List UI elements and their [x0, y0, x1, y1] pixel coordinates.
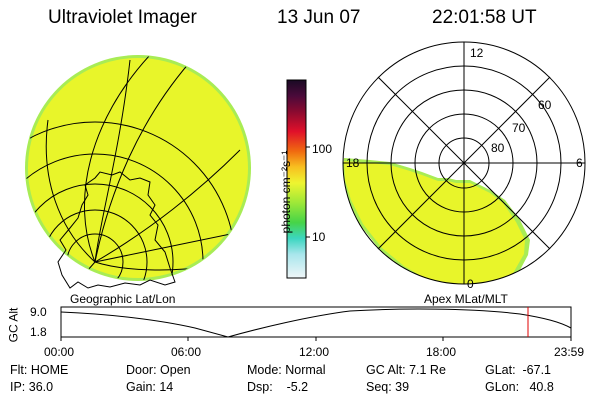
mlat-label-80: 80 [491, 141, 505, 155]
altitude-plot [60, 306, 572, 341]
meridian [45, 119, 96, 263]
info-mode: Mode: Normal [247, 363, 326, 377]
meridian [54, 261, 96, 280]
info-glat: GLat: -67.1 [485, 363, 552, 377]
colorbar-tick-10: 10 [312, 230, 326, 244]
mlt-line [377, 76, 551, 250]
apex-label: Apex MLat/MLT [424, 292, 508, 306]
coastline [57, 171, 176, 289]
xtick-0600: 06:00 [171, 345, 202, 359]
colorbar-tick-100: 100 [312, 142, 333, 156]
altitude-ylabel: GC Alt [6, 307, 21, 343]
meridian [94, 61, 191, 263]
info-ip: IP: 36.0 [10, 380, 54, 394]
info-seq: Seq: 39 [366, 380, 410, 394]
mlat-label-70: 70 [512, 121, 526, 135]
colorbar-unit-label: photon cm⁻²s⁻¹ [279, 150, 293, 234]
info-gain: Gain: 14 [126, 380, 174, 394]
xtick-2359: 23:59 [554, 345, 585, 359]
meridian [94, 149, 241, 263]
latitude-circle [26, 183, 174, 280]
emission-region [344, 161, 525, 284]
mlt-label-12: 12 [470, 46, 484, 60]
emission-disk [28, 58, 248, 278]
mlt-label-18: 18 [346, 156, 360, 170]
mlat-label-60: 60 [538, 98, 552, 112]
xtick-0000: 00:00 [44, 345, 75, 359]
altitude-ytick-high: 9.0 [30, 305, 47, 319]
info-gcalt: GC Alt: 7.1 Re [366, 363, 446, 377]
colorbar-gradient [286, 79, 307, 279]
meridian [94, 229, 250, 263]
mlt-label-0: 0 [467, 277, 474, 291]
geographic-label: Geographic Lat/Lon [70, 292, 176, 306]
meridian [84, 56, 151, 263]
colorbar [286, 79, 310, 279]
info-flt: Flt: HOME [10, 363, 69, 377]
date-label: 13 Jun 07 [277, 7, 361, 28]
info-glon: GLon: 40.8 [485, 380, 554, 394]
geographic-image [25, 55, 251, 289]
info-door: Door: Open [126, 363, 191, 377]
apex-image [342, 41, 586, 285]
altitude-ytick-low: 1.8 [30, 325, 47, 339]
xtick-1800: 18:00 [426, 345, 457, 359]
mlt-label-6: 6 [576, 156, 583, 170]
info-dsp: Dsp: -5.2 [247, 380, 309, 394]
meridian [94, 59, 131, 263]
altitude-curve [60, 308, 572, 338]
xtick-1200: 12:00 [299, 345, 330, 359]
instrument-title: Ultraviolet Imager [48, 7, 197, 28]
time-label: 22:01:58 UT [432, 7, 537, 28]
